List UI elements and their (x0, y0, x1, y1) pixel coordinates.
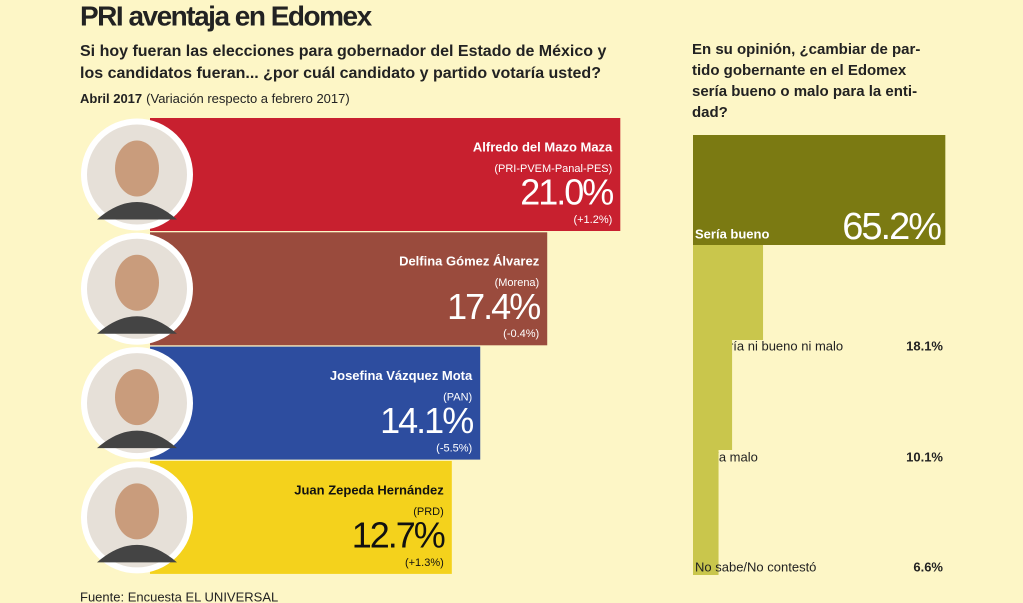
change: (-5.5%) (436, 443, 472, 455)
chart-title: sería bueno o malo para la enti- (692, 83, 917, 100)
candidate-name: Delfina Gómez Álvarez (399, 254, 540, 269)
change: (+1.3%) (405, 557, 444, 569)
bar (150, 460, 452, 574)
title: PRI aventaja en Edomex (80, 0, 373, 31)
photo-body (97, 430, 177, 449)
change: (-0.4%) (503, 328, 539, 340)
value-label: 6.6% (913, 559, 943, 574)
party: (PAN) (443, 392, 472, 404)
candidate-name: Alfredo del Mazo Maza (473, 139, 613, 154)
bar (150, 232, 548, 346)
bar (150, 346, 481, 460)
date: Abril 2017 (80, 91, 142, 106)
photo-face (115, 369, 159, 426)
category-label: Sería bueno (695, 226, 769, 241)
photo-body (97, 544, 177, 563)
bar (693, 245, 764, 340)
value-label: 18.1% (906, 338, 943, 353)
chart-title: dad? (692, 104, 728, 121)
value-label: 14.1% (380, 400, 473, 441)
photo-body (97, 316, 177, 334)
change: (+1.2%) (573, 214, 612, 226)
subtitle: (Variación respecto a febrero 2017) (146, 91, 350, 106)
bar (150, 118, 621, 231)
bar (693, 340, 733, 450)
candidate-name: Juan Zepeda Hernández (294, 482, 444, 497)
chart-title: los candidatos fueran... ¿por cuál candi… (80, 65, 601, 82)
party: (Morena) (495, 277, 540, 289)
party: (PRD) (413, 506, 444, 518)
bar (693, 135, 946, 245)
value-label: 10.1% (906, 449, 943, 464)
value-label: 12.7% (352, 514, 445, 555)
chart-title: En su opinión, ¿cambiar de par- (692, 41, 920, 58)
value-label: 21.0% (520, 172, 613, 213)
value-label: 17.4% (447, 286, 540, 327)
party: (PRI-PVEM-Panal-PES) (494, 163, 612, 175)
photo-face (115, 140, 159, 197)
chart-date: Abril 2017 (Variación respecto a febrero … (80, 91, 350, 106)
category-label: No sabe/No contestó (695, 559, 816, 574)
photo-face (115, 254, 159, 311)
source: Fuente: Encuesta EL UNIVERSAL (80, 589, 278, 603)
chart-title: tido gobernante en el Edomex (692, 62, 907, 79)
candidate-name: Josefina Vázquez Mota (330, 368, 473, 383)
bar (693, 450, 719, 575)
photo-face (115, 483, 159, 540)
value-label: 65.2% (842, 206, 941, 248)
photo-body (97, 202, 177, 220)
chart-title: Si hoy fueran las elecciones para gobern… (80, 43, 606, 60)
